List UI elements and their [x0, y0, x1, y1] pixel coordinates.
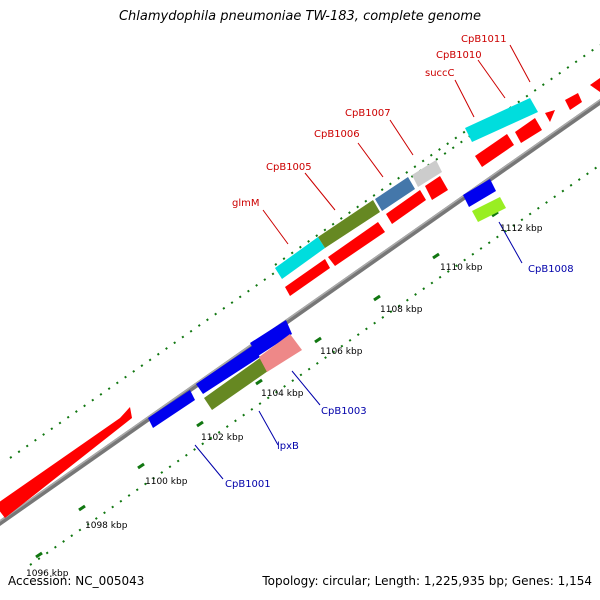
tick-label-1102: 1102 kbp	[201, 433, 244, 443]
gene-blue-cpB1001[interactable]	[148, 390, 195, 428]
gene-label-lpxB: lpxB	[277, 441, 299, 452]
tick-label-1098: 1098 kbp	[85, 521, 128, 531]
map-title: Chlamydophila pneumoniae TW-183, complet…	[118, 9, 482, 24]
gene-label-succC: succC	[425, 68, 455, 79]
gene-red-small-2[interactable]	[565, 93, 582, 110]
gene-label-cpB1001: CpB1001	[225, 479, 271, 490]
gene-steelblue-cpB1006[interactable]	[375, 177, 415, 211]
tick-labels: 1096 kbp 1098 kbp 1100 kbp 1102 kbp 1104…	[26, 224, 543, 579]
gene-label-cpB1007: CpB1007	[345, 108, 391, 119]
gene-label-cpB1010: CpB1010	[436, 50, 482, 61]
gene-label-cpB1006: CpB1006	[314, 129, 360, 140]
tick-label-1100: 1100 kbp	[145, 477, 188, 487]
gene-red-cpB1005-lower[interactable]	[285, 259, 330, 296]
tick-label-1112: 1112 kbp	[500, 224, 543, 234]
tick-label-1108: 1108 kbp	[380, 305, 423, 315]
gene-blue-lpxB-1[interactable]	[196, 346, 260, 394]
gene-red-cpB1011-lower[interactable]	[515, 118, 542, 143]
gene-blue-cpB1008[interactable]	[463, 179, 496, 207]
gene-cyan-succC[interactable]	[465, 98, 538, 142]
gene-red-cpB1010-lower[interactable]	[475, 134, 514, 167]
label-leaders-upper	[262, 44, 531, 245]
gene-red-cpB1006-lower[interactable]	[328, 222, 385, 266]
gene-red-small-3[interactable]	[590, 78, 600, 92]
gene-red-small-1[interactable]	[545, 110, 555, 122]
outer-tick-track-2	[274, 127, 471, 266]
tick-label-1106: 1106 kbp	[320, 347, 363, 357]
gene-labels-lower: CpB1001 lpxB CpB1003 CpB1008	[225, 264, 574, 490]
gene-olive-cpB1005[interactable]	[318, 200, 380, 248]
gene-gray-cpB1007[interactable]	[412, 160, 442, 187]
major-ticks	[35, 210, 499, 559]
gene-label-cpB1008: CpB1008	[528, 264, 574, 275]
tick-label-1110: 1110 kbp	[440, 263, 483, 273]
gene-label-glmM: glmM	[232, 198, 260, 209]
gene-blue-lpxB-2[interactable]	[250, 320, 292, 356]
gene-label-cpB1003: CpB1003	[321, 406, 367, 417]
accession-text: Accession: NC_005043	[8, 574, 145, 588]
tick-label-1104: 1104 kbp	[261, 389, 304, 399]
gene-cyan-glmM[interactable]	[275, 237, 325, 279]
gene-salmon-cpB1003[interactable]	[259, 334, 302, 372]
gene-red-succC-lower[interactable]	[425, 176, 448, 200]
gene-labels-upper: glmM CpB1005 CpB1006 CpB1007 succC CpB10…	[232, 34, 507, 209]
genome-backbone	[0, 98, 600, 527]
label-leaders-lower	[194, 221, 523, 480]
gene-red-cpB1007-lower[interactable]	[386, 190, 426, 224]
tick-label-1096: 1096 kbp	[26, 569, 69, 579]
gene-olive-lpxB[interactable]	[204, 358, 268, 410]
gene-lime-cpB1008[interactable]	[472, 197, 506, 222]
genome-summary-text: Topology: circular; Length: 1,225,935 bp…	[262, 574, 592, 588]
inner-tick-track	[29, 164, 600, 566]
gene-red-1098[interactable]	[0, 407, 132, 518]
gene-label-cpB1005: CpB1005	[266, 162, 312, 173]
gene-label-cpB1011: CpB1011	[461, 34, 507, 45]
